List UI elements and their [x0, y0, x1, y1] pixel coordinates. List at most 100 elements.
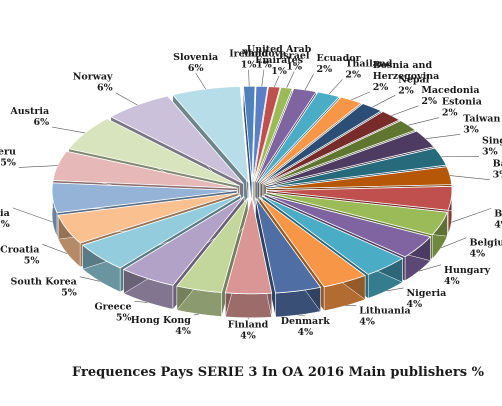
- slice-value: 6%: [188, 63, 204, 74]
- slice-name: Greece: [94, 301, 131, 312]
- slice-name: Bulgaria: [494, 208, 502, 219]
- pie-slice-bangladesh: [266, 166, 453, 190]
- slice-label-ireland: Ireland 1%: [229, 49, 268, 71]
- slice-label-thailand: Thailand 2%: [345, 58, 392, 80]
- slice-name: Ireland: [229, 49, 268, 60]
- slice-name: Taiwan: [463, 113, 500, 124]
- pie-slice-side-finland: [225, 292, 272, 319]
- leader-line-united-arab-emirates: [274, 75, 280, 87]
- slice-label-austria: Austria 6%: [9, 106, 49, 128]
- pie-slice-denmark: [255, 197, 322, 294]
- slice-value: 1%: [286, 62, 302, 73]
- leader-line-belgium: [440, 237, 467, 249]
- slice-name: Bangladesh: [493, 159, 502, 170]
- pie-slice-bosnia-and-herzegovina: [259, 96, 363, 184]
- pie-slice-hungary: [264, 193, 432, 258]
- leader-line-bulgaria: [451, 208, 492, 223]
- slice-label-bangladesh: Bangladesh3%: [493, 159, 502, 181]
- slice-value: 5%: [61, 288, 77, 299]
- pie-slice-ireland: [242, 85, 256, 183]
- leader-line-hungary: [418, 264, 442, 272]
- leader-line-hong-kong: [193, 313, 199, 316]
- slice-label-ecuador: Ecuador 2%: [317, 53, 362, 75]
- slice-label-south-korea: South Korea 5%: [11, 277, 77, 299]
- pie-slice-lithuania: [258, 196, 366, 288]
- slice-name: United Arab: [247, 44, 312, 55]
- slice-value: 6%: [97, 83, 113, 94]
- slice-name: South Korea: [11, 277, 77, 288]
- slice-name: Finland: [228, 319, 269, 330]
- slice-label-lithuania: Lithuania 4%: [359, 305, 410, 327]
- slice-label-croatia: Croatia 5%: [0, 244, 39, 266]
- slice-value: 4%: [175, 326, 191, 337]
- pie-slice-croatia: [57, 192, 239, 244]
- pie-slice-slovakia: [51, 182, 238, 214]
- leader-line-nigeria: [386, 287, 404, 292]
- pie-slice-united-arab-emirates: [253, 86, 281, 183]
- slice-label-bosnia-and-herzegovina: Bosnia and Herzegovina 2%: [373, 60, 440, 93]
- slice-name: Norway: [73, 72, 113, 83]
- leader-line-ecuador: [304, 74, 314, 91]
- slice-name: Ecuador: [317, 53, 362, 64]
- slice-value: 2%: [373, 82, 389, 93]
- slice-value: 1%: [241, 60, 257, 71]
- slice-name: Moldova: [241, 49, 286, 60]
- leader-line-slovenia: [195, 72, 206, 90]
- slice-label-belgium: Belgium4%: [470, 238, 502, 260]
- slice-name: Lithuania: [359, 305, 410, 316]
- slice-label-denmark: Denmark 4%: [281, 316, 330, 338]
- leader-line-nepal: [372, 95, 396, 108]
- slice-value: 5%: [0, 219, 10, 230]
- slice-value: 5%: [116, 312, 132, 323]
- leader-line-denmark: [298, 314, 306, 317]
- slice-name: Hungary: [444, 265, 491, 276]
- slice-name: Croatia: [0, 244, 39, 255]
- slice-name: Slovakia: [0, 208, 10, 219]
- slice-label-finland: Finland 4%: [228, 319, 269, 341]
- pie-slice-bulgaria: [266, 185, 453, 211]
- slice-name: Herzegovina: [373, 71, 440, 82]
- pie-slice-austria: [67, 118, 240, 187]
- slice-label-hungary: Hungary 4%: [444, 265, 491, 287]
- leader-line-bosnia-and-herzegovina: [351, 91, 370, 101]
- leader-line-greece: [134, 301, 148, 303]
- pie-slice-nigeria: [261, 195, 404, 275]
- slice-name: Austria: [9, 106, 49, 117]
- slice-label-israel: Israel 1%: [279, 51, 310, 73]
- slice-value: 2%: [421, 96, 437, 107]
- chart-title: Frequences Pays SERIE 3 In OA 2016 Main …: [72, 365, 485, 380]
- slice-name: Singapore: [482, 135, 502, 146]
- slice-label-peru: Peru5%: [0, 146, 16, 168]
- slice-label-united-arab-emirates: United Arab Emirates 1%: [247, 44, 312, 77]
- leader-line-finland: [247, 317, 249, 320]
- slice-value: 1%: [256, 60, 272, 71]
- slice-name: Estonia: [442, 97, 482, 108]
- slice-name: Bosnia and: [373, 60, 433, 71]
- slice-value: 6%: [34, 117, 50, 128]
- slice-value: 2%: [345, 69, 361, 80]
- slice-value: 3%: [493, 170, 502, 181]
- leader-line-austria: [52, 126, 86, 134]
- slice-value: 1%: [271, 66, 287, 77]
- slice-label-bulgaria: Bulgaria4%: [494, 208, 502, 230]
- slice-name: Peru: [0, 146, 16, 157]
- leader-line-ireland: [248, 69, 250, 87]
- pie-slice-south-korea: [81, 194, 241, 269]
- slice-name: Slovenia: [173, 52, 218, 63]
- leader-line-moldova: [261, 69, 265, 87]
- slice-label-estonia: Estonia 2%: [442, 97, 482, 119]
- slice-name: Israel: [279, 51, 310, 62]
- pie-slice-moldova: [252, 85, 269, 183]
- pie-slice-norway: [109, 95, 244, 184]
- slice-value: 4%: [407, 299, 423, 310]
- slice-name: Thailand: [345, 58, 392, 69]
- leader-line-slovakia: [12, 207, 53, 223]
- slice-value: 4%: [297, 327, 313, 338]
- slice-label-slovakia: Slovakia5%: [0, 208, 10, 230]
- slice-label-nepal: Nepal 2%: [398, 74, 430, 96]
- leader-line-israel: [286, 71, 295, 88]
- slice-value: 3%: [482, 146, 498, 157]
- slice-value: 2%: [317, 64, 333, 75]
